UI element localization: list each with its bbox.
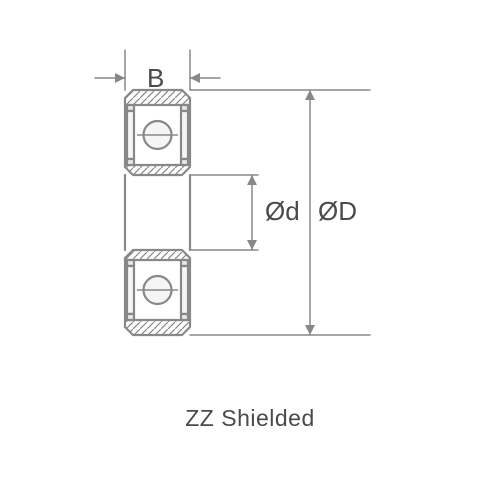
diagram-caption: ZZ Shielded — [0, 405, 500, 432]
dimension-label-inner-diameter: Ød — [265, 196, 300, 227]
dimension-label-outer-diameter: ØD — [318, 196, 357, 227]
diagram-canvas: B Ød ØD ZZ Shielded — [0, 0, 500, 500]
dimension-label-width: B — [147, 63, 164, 94]
